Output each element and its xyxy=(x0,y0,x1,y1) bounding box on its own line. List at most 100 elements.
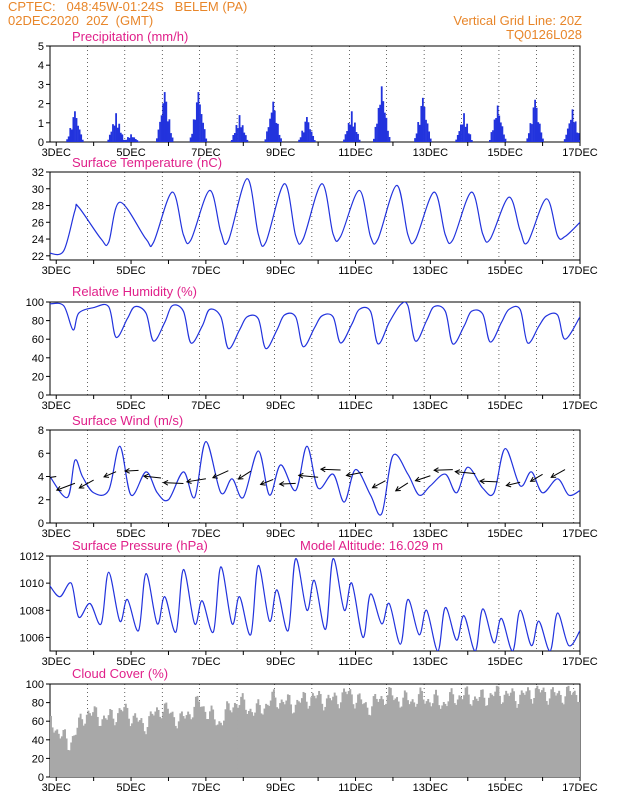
cloud-bar xyxy=(310,697,313,777)
cloud-bar xyxy=(137,721,140,777)
cloud-bar xyxy=(417,694,420,777)
precip-bar xyxy=(191,133,194,142)
cloud-bar xyxy=(447,701,450,777)
panel-frame xyxy=(49,171,581,261)
cloud-bar xyxy=(357,694,360,777)
cloud-bar xyxy=(305,701,308,777)
cloud-bar xyxy=(81,719,84,777)
precip-bar xyxy=(119,132,122,142)
cloud-bar xyxy=(452,694,455,777)
cloud-bar xyxy=(269,700,272,777)
cloud-bar xyxy=(131,723,134,777)
y-tick-label: 32 xyxy=(32,167,44,179)
cloud-bar xyxy=(528,690,531,777)
precip-bar xyxy=(130,134,132,142)
y-tick-label: 1010 xyxy=(20,578,44,590)
cloud-bar xyxy=(115,722,118,777)
precip-bar xyxy=(499,122,502,142)
data-layer xyxy=(50,558,580,651)
precip-bar xyxy=(354,122,356,142)
cloud-bar xyxy=(436,695,439,777)
precip-bar xyxy=(122,139,125,142)
precip-bar xyxy=(565,134,568,142)
wind-vector xyxy=(186,478,206,483)
y-tick-label: 100 xyxy=(26,297,44,309)
y-tick-label: 0 xyxy=(38,390,44,402)
cloud-bar xyxy=(313,695,316,777)
cloud-bar xyxy=(491,694,494,777)
wind-arrowhead xyxy=(162,479,169,486)
cloud-bar xyxy=(361,704,364,777)
cloud-bar xyxy=(159,716,162,777)
cloud-bar xyxy=(327,694,330,777)
precip-bar xyxy=(112,124,114,142)
cloud-bar xyxy=(556,693,559,777)
cloud-bar xyxy=(224,709,227,777)
cloud-bar xyxy=(511,688,514,777)
cloud-bar xyxy=(92,712,95,777)
precip-bar xyxy=(280,138,282,142)
cloud-bar xyxy=(536,685,539,777)
x-tick-label: 13DEC xyxy=(413,782,449,794)
cloud-bar xyxy=(322,710,325,777)
wind-arrowhead xyxy=(259,480,266,486)
series-line xyxy=(50,302,580,350)
cloud-bar xyxy=(416,703,419,777)
precip-bar xyxy=(456,134,459,142)
cloud-bar xyxy=(321,703,324,777)
cloud-bar xyxy=(470,705,473,777)
cloud-bar xyxy=(79,713,82,777)
cloud-bar xyxy=(467,694,470,777)
cloud-bar xyxy=(226,701,229,777)
wind-vector xyxy=(103,471,117,478)
precip-bar xyxy=(527,133,530,142)
precip-bar xyxy=(577,133,580,142)
precip-bar xyxy=(72,117,75,142)
cloud-bar xyxy=(168,713,171,777)
y-tick-label: 1008 xyxy=(20,605,44,617)
x-tick-label: 9DEC xyxy=(266,265,295,277)
wind-vector xyxy=(506,481,521,487)
precip-bar xyxy=(159,121,161,142)
cloud-bar xyxy=(300,698,303,777)
cloud-bar xyxy=(88,713,91,777)
precip-bar xyxy=(429,138,432,142)
x-tick-label: 15DEC xyxy=(487,528,523,540)
data-layer xyxy=(50,302,580,350)
cloud-bar xyxy=(95,707,98,777)
precip-bar xyxy=(460,124,462,142)
x-tick-label: 3DEC xyxy=(42,265,71,277)
precip-bar xyxy=(118,123,121,142)
y-tick-label: 24 xyxy=(32,234,44,246)
cloud-bar xyxy=(62,730,65,777)
cloud-bar xyxy=(99,725,102,777)
x-tick-label: 5DEC xyxy=(116,656,145,668)
wind-vector xyxy=(415,475,431,482)
cloud-bar xyxy=(516,707,519,777)
cloud-bar xyxy=(163,703,166,777)
precip-bar xyxy=(194,119,197,142)
cloud-bar xyxy=(547,704,550,777)
cloud-bar xyxy=(450,688,453,777)
cloud-bar xyxy=(371,706,374,777)
precip-bar xyxy=(74,111,76,142)
x-tick-label: 11DEC xyxy=(338,782,373,794)
cloud-bar xyxy=(469,704,472,777)
cloud-bar xyxy=(64,729,66,777)
wind-vector xyxy=(455,471,476,475)
cloud-bar xyxy=(60,736,63,777)
cloud-bar xyxy=(486,705,489,777)
cloud-bar xyxy=(458,695,461,777)
cloud-bar xyxy=(210,705,213,777)
cloud-bar xyxy=(372,696,375,777)
precip-bar xyxy=(374,126,377,142)
cloud-bar xyxy=(578,702,580,777)
data-layer xyxy=(50,441,580,516)
cloud-bar xyxy=(405,692,408,777)
wind-vector xyxy=(480,480,498,483)
x-tick-label: 13DEC xyxy=(413,400,449,412)
y-tick-label: 4 xyxy=(38,472,44,484)
cloud-bar xyxy=(572,692,575,777)
cloud-bar xyxy=(408,704,411,777)
precip-bar xyxy=(69,128,72,142)
